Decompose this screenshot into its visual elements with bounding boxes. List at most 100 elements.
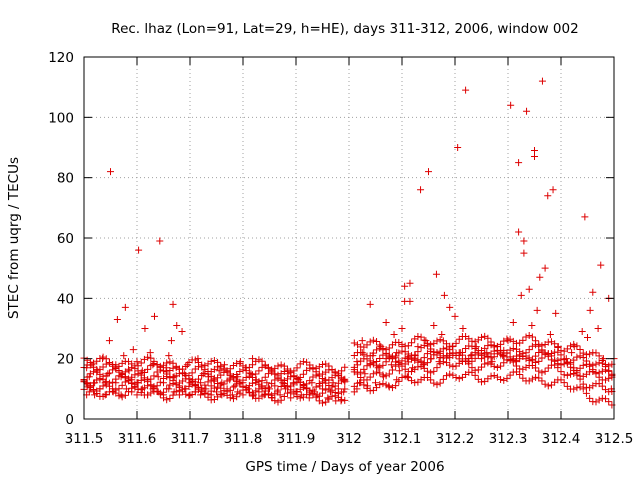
data-point: [309, 364, 317, 372]
data-point: [519, 336, 527, 344]
data-point: [334, 385, 342, 393]
data-point: [305, 394, 313, 402]
data-point: [131, 371, 139, 379]
data-point: [573, 353, 581, 361]
y-tick-label: 120: [48, 50, 74, 66]
data-point: [162, 364, 170, 372]
data-point: [366, 338, 374, 346]
data-point: [325, 362, 333, 370]
data-point: [169, 373, 177, 381]
data-point: [403, 355, 411, 363]
data-point: [154, 373, 162, 381]
y-tick-label: 0: [65, 412, 74, 428]
data-point: [372, 379, 379, 387]
data-point: [490, 341, 498, 349]
data-point: [366, 361, 374, 369]
y-tick-label: 60: [57, 231, 74, 247]
data-point: [217, 362, 225, 370]
data-point: [515, 159, 523, 167]
data-point: [432, 270, 440, 278]
data-point: [531, 153, 538, 161]
data-point: [281, 385, 289, 393]
data-point: [125, 367, 133, 375]
data-point: [541, 380, 549, 388]
data-point: [99, 363, 107, 371]
data-point: [373, 346, 381, 354]
data-point: [519, 349, 527, 357]
data-point: [427, 376, 435, 384]
data-point: [309, 373, 317, 381]
data-point: [512, 352, 520, 360]
data-point: [93, 367, 101, 375]
data-point: [369, 336, 377, 344]
data-point: [404, 374, 412, 382]
data-point: [358, 337, 366, 345]
data-point: [104, 370, 112, 378]
data-point: [393, 376, 401, 384]
data-point: [581, 213, 589, 221]
data-point: [167, 337, 175, 345]
data-point: [137, 359, 145, 367]
data-point: [249, 355, 257, 363]
data-point: [467, 352, 475, 360]
data-point: [547, 349, 555, 357]
data-point: [414, 343, 422, 351]
x-tick-label: 311.7: [171, 431, 210, 447]
data-point: [595, 352, 603, 360]
data-point: [592, 360, 600, 368]
data-point: [113, 315, 121, 323]
data-point: [535, 367, 543, 375]
data-point: [459, 325, 467, 332]
data-point: [226, 376, 234, 384]
data-point: [404, 350, 412, 358]
data-point: [423, 339, 431, 347]
data-point: [560, 379, 568, 387]
data-point: [353, 358, 361, 366]
y-axis-label: STEC from uqrg / TECUs: [6, 157, 22, 319]
data-point: [156, 237, 164, 245]
data-point: [586, 360, 594, 368]
data-point: [169, 391, 177, 399]
data-point: [443, 352, 451, 360]
data-point: [153, 382, 161, 390]
data-point: [350, 339, 358, 347]
data-point: [563, 371, 571, 379]
data-point: [353, 361, 361, 369]
data-point: [183, 361, 191, 369]
data-point: [392, 352, 400, 360]
data-point: [250, 391, 258, 399]
data-point: [239, 379, 247, 387]
data-point: [435, 358, 443, 366]
data-point: [322, 398, 330, 406]
data-point: [535, 374, 543, 382]
data-point: [392, 382, 400, 390]
data-point: [382, 355, 390, 363]
data-point: [481, 360, 489, 368]
data-point: [274, 398, 282, 406]
data-point: [487, 338, 495, 346]
data-point: [427, 355, 435, 363]
data-point: [401, 282, 409, 290]
data-point: [538, 377, 546, 385]
data-point: [160, 391, 167, 399]
data-point: [462, 86, 470, 94]
data-point: [360, 365, 368, 373]
data-point: [326, 388, 334, 396]
data-point: [202, 385, 210, 393]
data-point: [156, 362, 164, 370]
data-point: [122, 385, 130, 393]
data-point: [229, 383, 237, 391]
data-point: [544, 350, 552, 358]
data-point: [215, 367, 223, 375]
data-point: [422, 337, 430, 345]
data-point: [121, 303, 129, 311]
data-point: [522, 363, 530, 371]
data-point: [376, 363, 384, 371]
data-point: [287, 394, 295, 402]
data-point: [255, 388, 263, 396]
data-point: [166, 381, 174, 389]
data-point: [423, 367, 431, 375]
data-point: [520, 237, 528, 245]
data-point: [125, 375, 133, 383]
data-point: [338, 396, 346, 404]
